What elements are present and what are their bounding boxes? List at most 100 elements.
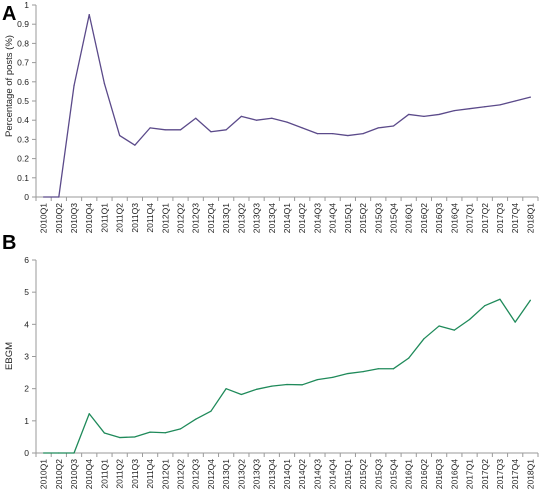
b-x-tick-label: 2011Q1: [99, 459, 109, 489]
a-series-line: [43, 13, 531, 198]
a-x-tick-label: 2016Q3: [434, 203, 444, 234]
a-data-point: [468, 108, 471, 110]
b-data-point: [103, 432, 106, 434]
a-y-tick-label: 0.1: [17, 173, 29, 183]
panel-b-y-ticks: 0 1 2 3 4 5 6: [24, 255, 36, 458]
b-x-tick-label: 2016Q1: [404, 459, 414, 490]
a-x-tick-label: 2012Q4: [206, 203, 216, 234]
b-data-point: [255, 388, 258, 390]
a-data-point: [119, 134, 121, 137]
b-data-point: [240, 393, 242, 396]
b-data-point: [499, 298, 501, 300]
a-x-tick-label: 2010Q1: [39, 203, 49, 234]
b-data-point: [210, 410, 212, 412]
a-x-tick-label: 2013Q2: [236, 203, 246, 234]
a-x-tick-label: 2015Q1: [343, 203, 353, 234]
a-x-tick-label: 2015Q3: [373, 203, 383, 234]
b-x-tick-label: 2012Q3: [191, 459, 201, 490]
b-x-tick-label: 2018Q1: [525, 459, 535, 490]
a-y-tick-label: 0.3: [17, 134, 29, 144]
b-x-tick-label: 2012Q1: [160, 459, 170, 490]
a-y-tick-label: 0.6: [17, 77, 29, 87]
a-y-tick-label: 1: [24, 0, 29, 10]
a-data-point: [88, 14, 90, 16]
b-y-tick-label: 3: [24, 352, 29, 362]
a-x-tick-label: 2010Q2: [54, 203, 64, 234]
a-data-point: [210, 131, 212, 133]
a-data-point: [347, 134, 349, 137]
b-x-tick-label: 2010Q3: [69, 459, 79, 490]
a-y-tick-label: 0.5: [17, 96, 29, 106]
b-x-tick-label: 2011Q2: [115, 459, 125, 489]
a-x-tick-label: 2015Q4: [388, 203, 398, 234]
a-data-point: [484, 106, 486, 108]
b-x-tick-label: 2017Q2: [480, 459, 490, 490]
b-data-point: [58, 452, 60, 454]
panel-b-x-ticks: 2010Q1 2010Q2 2010Q3 2010Q4 2011Q1 2011Q2 2011…: [35, 453, 539, 490]
a-x-tick-label: 2011Q1: [99, 203, 109, 233]
b-data-point: [468, 318, 471, 321]
b-data-point: [119, 436, 121, 439]
b-y-tick-label: 6: [24, 255, 29, 265]
b-y-tick-label: 0: [24, 448, 29, 458]
a-data-point: [286, 121, 288, 123]
a-x-tick-label: 2011Q2: [115, 203, 125, 233]
b-x-tick-label: 2010Q1: [39, 459, 49, 490]
b-data-point: [271, 385, 273, 387]
a-data-point: [164, 129, 166, 131]
a-data-point: [301, 127, 303, 129]
a-x-tick-label: 2017Q1: [465, 203, 475, 234]
a-data-point: [58, 196, 60, 198]
a-data-point: [316, 133, 319, 135]
a-data-point: [514, 100, 516, 102]
a-data-point: [255, 119, 258, 121]
panel-a-y-axis-label: Percentage of posts (%): [4, 35, 15, 137]
a-y-tick-label: 0.4: [17, 115, 29, 125]
a-x-tick-label: 2012Q2: [176, 203, 186, 234]
b-x-tick-label: 2015Q2: [358, 459, 368, 490]
a-x-tick-label: 2016Q1: [404, 203, 414, 234]
panel-b-y-axis-label: EBGM: [4, 342, 15, 370]
a-data-point: [103, 83, 106, 85]
b-x-tick-label: 2013Q3: [252, 459, 262, 490]
a-x-tick-label: 2014Q3: [312, 203, 322, 234]
a-x-tick-label: 2014Q1: [282, 203, 292, 234]
a-data-point: [499, 104, 501, 106]
a-data-point: [392, 125, 395, 127]
a-data-point: [179, 129, 182, 131]
a-data-point: [240, 115, 242, 117]
a-y-tick-label: 0.7: [17, 58, 29, 68]
a-data-point: [362, 133, 364, 135]
a-data-point: [149, 127, 151, 129]
panel-a-x-ticks: 2010Q1 2010Q2 2010Q3 2010Q4 2011Q1 2011Q2 2011…: [35, 197, 539, 234]
b-x-tick-label: 2015Q1: [343, 459, 353, 490]
b-x-tick-label: 2014Q4: [328, 459, 338, 490]
panel-a-letter: A: [2, 3, 16, 25]
b-y-tick-label: 2: [24, 384, 29, 394]
b-x-tick-label: 2013Q2: [236, 459, 246, 490]
a-x-tick-label: 2017Q4: [510, 203, 520, 234]
b-data-point: [423, 338, 425, 340]
b-data-point: [134, 436, 136, 438]
a-data-point: [332, 133, 334, 135]
panel-b-series: [43, 298, 531, 454]
panel-a-y-ticks: 0 0.1 0.2 0.3 0.4 0.5 0.6 0.7 0.8 0.9 1: [17, 0, 36, 202]
a-y-tick-label: 0.8: [17, 38, 29, 48]
b-data-point: [286, 383, 288, 386]
b-x-tick-label: 2014Q3: [312, 459, 322, 490]
a-data-point: [195, 117, 197, 119]
a-x-tick-label: 2011Q4: [145, 203, 155, 233]
a-x-tick-label: 2013Q3: [252, 203, 262, 234]
a-data-point: [377, 127, 379, 129]
b-y-tick-label: 1: [24, 416, 29, 426]
b-data-point: [347, 372, 349, 375]
b-x-tick-label: 2017Q3: [495, 459, 505, 490]
a-y-tick-label: 0.9: [17, 19, 29, 29]
b-data-point: [514, 321, 516, 323]
b-x-tick-label: 2015Q3: [373, 459, 383, 490]
a-y-tick-label: 0: [24, 192, 29, 202]
a-data-point: [438, 113, 440, 116]
a-x-tick-label: 2016Q2: [419, 203, 429, 234]
b-x-tick-label: 2013Q1: [221, 459, 231, 490]
